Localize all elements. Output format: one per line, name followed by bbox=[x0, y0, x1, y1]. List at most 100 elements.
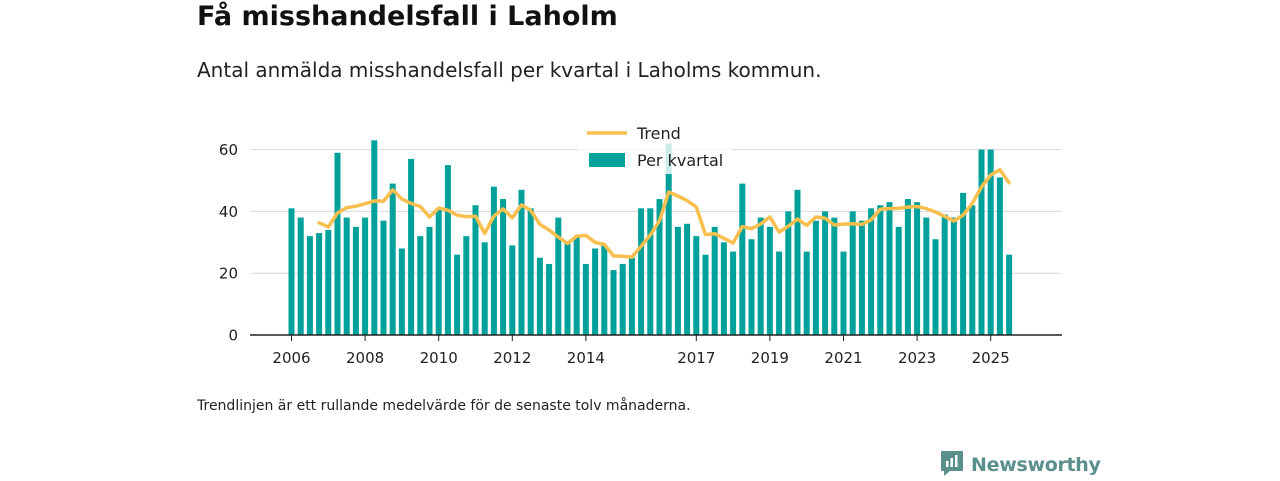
bar bbox=[665, 143, 672, 335]
bar bbox=[720, 242, 727, 335]
x-tick-label: 2023 bbox=[898, 349, 936, 367]
bar bbox=[435, 208, 442, 335]
bar bbox=[518, 189, 525, 335]
bar bbox=[868, 208, 875, 335]
newsworthy-logo-icon bbox=[939, 449, 965, 481]
x-tick-label: 2017 bbox=[677, 349, 715, 367]
bar bbox=[904, 199, 911, 335]
bar bbox=[371, 140, 378, 335]
bar bbox=[840, 251, 847, 335]
bar bbox=[766, 226, 773, 335]
x-axis: 2006 2008 2010 2012 2014 2017 2019 2021 2023 2025 bbox=[250, 334, 1062, 367]
bar bbox=[619, 263, 626, 335]
legend-bars-label: Per kvartal bbox=[637, 151, 723, 170]
bar bbox=[923, 217, 930, 335]
bar bbox=[408, 158, 415, 335]
bar bbox=[932, 239, 939, 335]
legend-trend-label: Trend bbox=[636, 124, 681, 143]
bar bbox=[776, 251, 783, 335]
bar bbox=[527, 208, 534, 335]
chart-subtitle: Antal anmälda misshandelsfall per kvarta… bbox=[197, 58, 822, 82]
bars bbox=[288, 140, 1013, 335]
bar bbox=[996, 177, 1003, 335]
bar bbox=[509, 245, 516, 335]
bar bbox=[647, 208, 654, 335]
bar bbox=[941, 214, 948, 335]
bar bbox=[463, 236, 470, 335]
bar bbox=[684, 223, 691, 335]
y-tick-label: 40 bbox=[219, 203, 238, 221]
bar bbox=[812, 220, 819, 335]
bar bbox=[628, 257, 635, 335]
bar bbox=[582, 263, 589, 335]
legend: Trend Per kvartal bbox=[578, 122, 732, 174]
bar bbox=[454, 254, 461, 335]
bar bbox=[601, 245, 608, 335]
y-tick-label: 20 bbox=[219, 265, 238, 283]
x-tick-label: 2006 bbox=[272, 349, 310, 367]
bar bbox=[748, 239, 755, 335]
x-tick-label: 2014 bbox=[567, 349, 605, 367]
bar bbox=[730, 251, 737, 335]
bar bbox=[555, 217, 562, 335]
brand-name: Newsworthy bbox=[971, 454, 1101, 476]
bar bbox=[711, 226, 718, 335]
chart-title: Få misshandelsfall i Laholm bbox=[197, 1, 618, 32]
bar bbox=[950, 217, 957, 335]
bar bbox=[288, 208, 295, 335]
bar bbox=[960, 192, 967, 335]
bar bbox=[803, 251, 810, 335]
bar bbox=[914, 202, 921, 335]
bar bbox=[858, 220, 865, 335]
bar bbox=[895, 226, 902, 335]
bar bbox=[546, 263, 553, 335]
x-tick-label: 2008 bbox=[346, 349, 384, 367]
chart: 0 20 40 60 2006 2008 2010 2012 2014 2017 2019 2021… bbox=[219, 122, 1062, 367]
bar bbox=[757, 217, 764, 335]
bar bbox=[822, 211, 829, 335]
bar bbox=[638, 208, 645, 335]
trend-line bbox=[317, 167, 1011, 259]
bar bbox=[343, 217, 350, 335]
bar bbox=[398, 248, 405, 335]
bar bbox=[656, 199, 663, 335]
bar bbox=[481, 242, 488, 335]
y-tick-label: 60 bbox=[219, 141, 238, 159]
x-tick-label: 2010 bbox=[420, 349, 458, 367]
bar bbox=[693, 236, 700, 335]
x-tick-label: 2021 bbox=[824, 349, 862, 367]
bar bbox=[325, 229, 332, 335]
bar bbox=[573, 236, 580, 335]
bar bbox=[978, 149, 985, 335]
bar bbox=[352, 226, 359, 335]
footnote: Trendlinjen är ett rullande medelvärde f… bbox=[197, 398, 691, 414]
bar bbox=[849, 211, 856, 335]
x-tick-label: 2019 bbox=[751, 349, 789, 367]
x-tick-label: 2012 bbox=[493, 349, 531, 367]
bar bbox=[592, 248, 599, 335]
bar bbox=[674, 226, 681, 335]
bar bbox=[417, 236, 424, 335]
bar bbox=[785, 211, 792, 335]
y-axis: 0 20 40 60 bbox=[219, 141, 238, 344]
bar bbox=[610, 270, 617, 335]
bar bbox=[831, 217, 838, 335]
bar bbox=[500, 199, 507, 335]
legend-bars-swatch bbox=[589, 153, 625, 167]
bar bbox=[444, 165, 451, 335]
x-tick-label: 2025 bbox=[972, 349, 1010, 367]
bar bbox=[536, 257, 543, 335]
bar bbox=[316, 233, 323, 335]
bar bbox=[297, 217, 304, 335]
bar bbox=[306, 236, 313, 335]
bar bbox=[794, 189, 801, 335]
bar bbox=[362, 217, 369, 335]
bar bbox=[877, 205, 884, 335]
bar bbox=[739, 183, 746, 335]
bar bbox=[987, 149, 994, 335]
bar bbox=[1006, 254, 1013, 335]
bar bbox=[472, 205, 479, 335]
y-tick-label: 0 bbox=[228, 327, 238, 345]
bar bbox=[490, 186, 497, 335]
brand: Newsworthy bbox=[939, 451, 1101, 479]
